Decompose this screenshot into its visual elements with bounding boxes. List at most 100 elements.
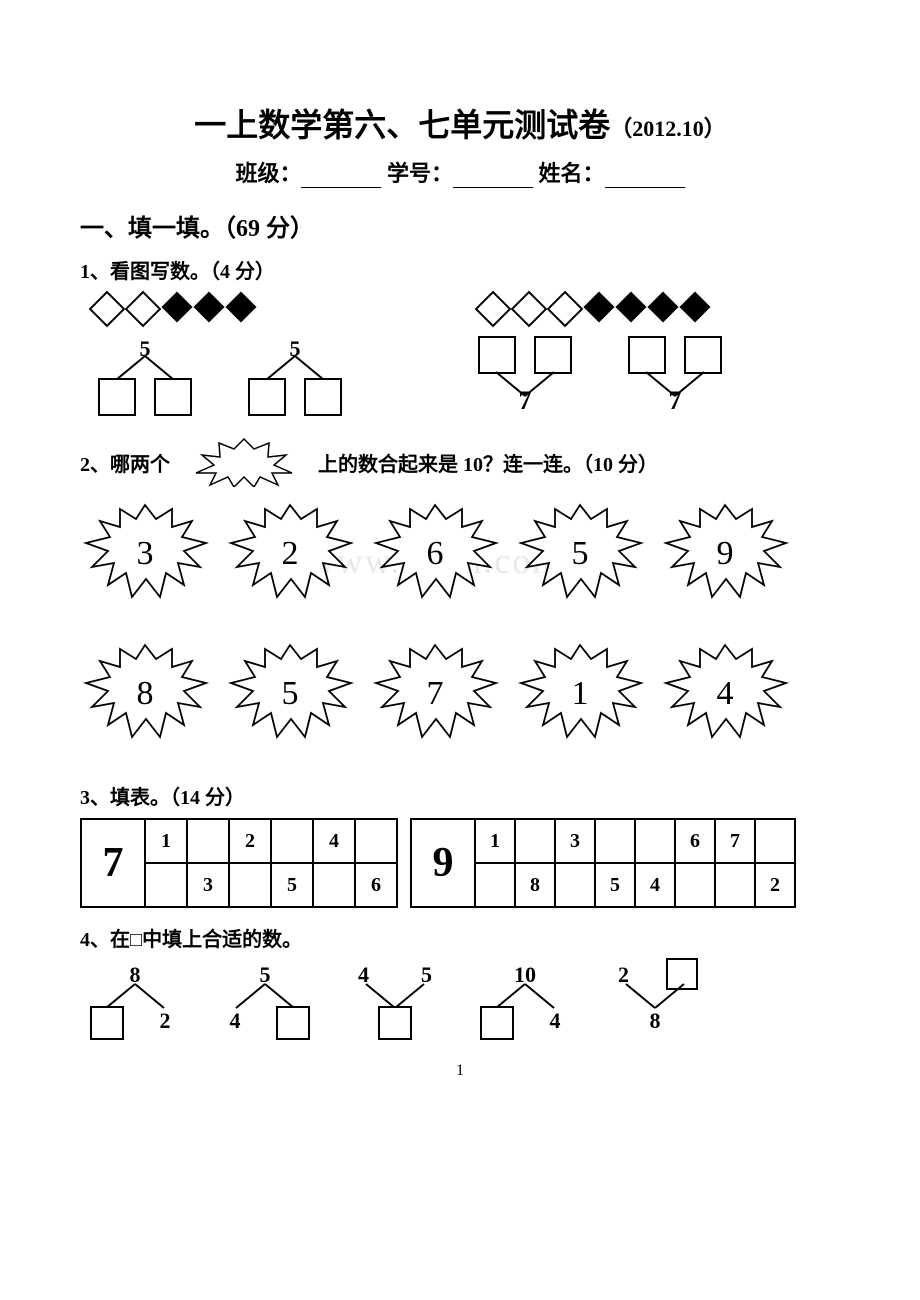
table-cell[interactable] xyxy=(271,819,313,863)
answer-box[interactable] xyxy=(248,378,286,416)
starburst-number[interactable]: 8 xyxy=(80,641,210,751)
diamond-fill-icon xyxy=(193,291,224,322)
starburst-number[interactable]: 1 xyxy=(515,641,645,751)
diamond-outline-icon xyxy=(125,291,162,328)
starburst-value: 9 xyxy=(717,535,734,573)
number-bond: 104 xyxy=(470,962,580,1042)
starburst-value: 1 xyxy=(572,675,589,713)
table-cell[interactable] xyxy=(187,819,229,863)
answer-box[interactable] xyxy=(276,1006,310,1040)
bond-value: 2 xyxy=(150,1006,180,1036)
table-cell: 6 xyxy=(355,863,397,907)
answer-box[interactable] xyxy=(478,336,516,374)
bond-d-bottom: 7 xyxy=(669,386,682,416)
diamond-fill-icon xyxy=(161,291,192,322)
diamond-outline-icon xyxy=(511,291,548,328)
answer-box[interactable] xyxy=(304,378,342,416)
table-cell: 4 xyxy=(313,819,355,863)
bond-c-bottom: 7 xyxy=(519,386,532,416)
answer-box[interactable] xyxy=(534,336,572,374)
table-cell[interactable] xyxy=(715,863,755,907)
diamond-fill-icon xyxy=(225,291,256,322)
starburst-value: 5 xyxy=(572,535,589,573)
bond-d: 7 xyxy=(620,336,730,416)
diamond-outline-icon xyxy=(475,291,512,328)
number-bond: 82 xyxy=(80,962,190,1042)
section-1-header: 一、填一填。（69 分） xyxy=(80,208,840,243)
table-cell: 6 xyxy=(675,819,715,863)
starburst-number[interactable]: 2 xyxy=(225,501,355,611)
starburst-value: 6 xyxy=(427,535,444,573)
page-number: 1 xyxy=(80,1062,840,1080)
table-cell[interactable] xyxy=(675,863,715,907)
starburst-number[interactable]: 4 xyxy=(660,641,790,751)
q1-prompt: 1、看图写数。（4 分） xyxy=(80,255,840,284)
starburst-icon xyxy=(174,437,314,487)
q2-row2: 85 7 1 4 xyxy=(80,641,840,751)
starburst-number[interactable]: 3 xyxy=(80,501,210,611)
table-big-number: 9 xyxy=(411,819,475,907)
starburst-value: 3 xyxy=(137,535,154,573)
table-cell[interactable] xyxy=(145,863,187,907)
id-label: 学号： xyxy=(387,161,453,186)
bond-value: 8 xyxy=(640,1006,670,1036)
answer-box[interactable] xyxy=(684,336,722,374)
number-bond: 54 xyxy=(210,962,320,1042)
starburst-number[interactable]: 5 xyxy=(515,501,645,611)
table-cell[interactable] xyxy=(635,819,675,863)
answer-box[interactable] xyxy=(98,378,136,416)
table-cell[interactable] xyxy=(595,819,635,863)
q1-group2 xyxy=(476,292,710,326)
q1-bonds-row: 5 5 7 7 xyxy=(90,336,840,416)
table-cell[interactable] xyxy=(229,863,271,907)
starburst-value: 2 xyxy=(282,535,299,573)
table-cell[interactable] xyxy=(515,819,555,863)
title-date: （2012.10） xyxy=(610,116,726,141)
q4-prompt: 4、在□中填上合适的数。 xyxy=(80,923,840,952)
bond-a: 5 xyxy=(90,336,200,416)
table-cell[interactable] xyxy=(555,863,595,907)
bond-value: 4 xyxy=(540,1006,570,1036)
q2-prompt-post: 上的数合起来是 10？连一连。（10 分） xyxy=(318,448,658,477)
title-text: 一上数学第六、七单元测试卷 xyxy=(194,107,610,143)
diamond-fill-icon xyxy=(583,291,614,322)
q1-diamond-row xyxy=(90,292,840,326)
table-cell[interactable] xyxy=(755,819,795,863)
q3-prompt: 3、填表。（14 分） xyxy=(80,781,840,810)
table-cell: 1 xyxy=(475,819,515,863)
table-cell[interactable] xyxy=(475,863,515,907)
table-cell: 7 xyxy=(715,819,755,863)
q1-group1 xyxy=(90,292,256,326)
bond-b: 5 xyxy=(240,336,350,416)
id-blank[interactable] xyxy=(453,165,533,188)
table-cell[interactable] xyxy=(355,819,397,863)
table-cell: 3 xyxy=(555,819,595,863)
starburst-number[interactable]: 7 xyxy=(370,641,500,751)
student-info-line: 班级： 学号： 姓名： xyxy=(80,156,840,188)
q4-row: 82544510428 xyxy=(80,962,840,1042)
answer-box[interactable] xyxy=(480,1006,514,1040)
table-cell[interactable] xyxy=(313,863,355,907)
table-cell: 1 xyxy=(145,819,187,863)
bond-c: 7 xyxy=(470,336,580,416)
name-blank[interactable] xyxy=(605,165,685,188)
table-big-number: 7 xyxy=(81,819,145,907)
class-blank[interactable] xyxy=(301,165,381,188)
bond-value: 4 xyxy=(220,1006,250,1036)
table-cell: 2 xyxy=(229,819,271,863)
table-cell: 4 xyxy=(635,863,675,907)
starburst-number[interactable]: 9 xyxy=(660,501,790,611)
starburst-number[interactable]: 5 xyxy=(225,641,355,751)
table-cell: 5 xyxy=(271,863,313,907)
table-cell: 5 xyxy=(595,863,635,907)
answer-box[interactable] xyxy=(628,336,666,374)
starburst-number[interactable]: 6 xyxy=(370,501,500,611)
starburst-value: 4 xyxy=(717,675,734,713)
table-cell: 3 xyxy=(187,863,229,907)
page-title: 一上数学第六、七单元测试卷（2012.10） xyxy=(80,100,840,146)
answer-box[interactable] xyxy=(90,1006,124,1040)
q3-table1: 7124 356 xyxy=(80,818,398,908)
starburst-value: 7 xyxy=(427,675,444,713)
answer-box[interactable] xyxy=(378,1006,412,1040)
answer-box[interactable] xyxy=(154,378,192,416)
